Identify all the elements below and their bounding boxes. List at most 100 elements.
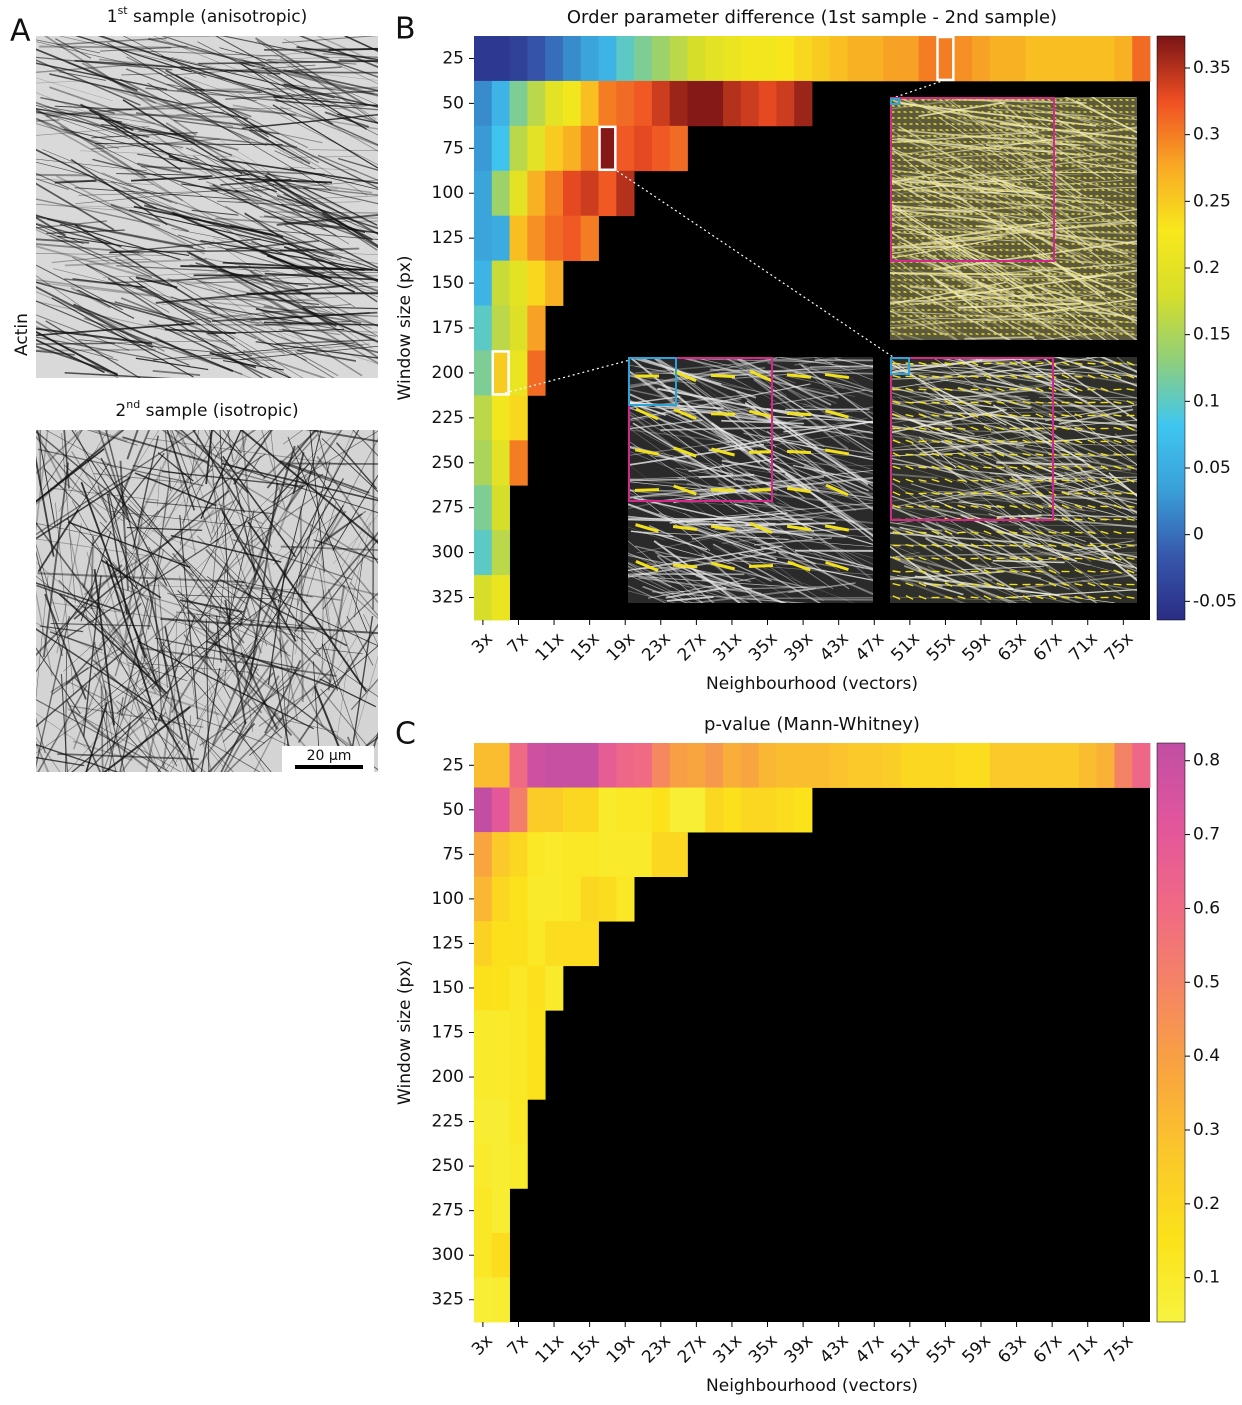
orientation-vector xyxy=(897,194,901,198)
orientation-vector xyxy=(1119,320,1123,324)
fibre xyxy=(264,321,378,326)
orientation-vector xyxy=(1065,296,1069,300)
orientation-vector xyxy=(1035,122,1039,126)
orientation-vector xyxy=(1119,128,1123,132)
fibre xyxy=(180,265,373,271)
orientation-vector xyxy=(999,207,1003,209)
colorbar-tick-label: 0.5 xyxy=(1193,972,1220,992)
y-tick-label: 225 xyxy=(432,408,464,428)
orientation-vector xyxy=(915,153,919,155)
orientation-vector xyxy=(1074,531,1083,534)
fibre xyxy=(628,487,711,551)
orientation-vector xyxy=(1009,427,1018,430)
fibre xyxy=(636,513,831,554)
fibre xyxy=(36,590,53,677)
fibre xyxy=(778,551,873,596)
orientation-vector xyxy=(999,146,1003,150)
orientation-vector xyxy=(969,105,973,107)
orientation-vector xyxy=(918,505,927,508)
fibre xyxy=(890,151,1016,166)
fibre xyxy=(58,36,173,63)
fibre xyxy=(36,148,158,210)
fibre xyxy=(311,650,378,698)
fibre xyxy=(135,357,209,371)
fibre xyxy=(274,97,378,146)
fibre xyxy=(628,553,745,591)
fibre xyxy=(275,100,378,111)
fibre xyxy=(199,592,283,655)
fibre xyxy=(179,430,200,546)
fibre xyxy=(167,278,273,308)
orientation-vector xyxy=(1087,374,1096,379)
heatmap-cell xyxy=(509,350,528,396)
fibre xyxy=(890,470,1097,502)
orientation-vector xyxy=(963,164,967,168)
orientation-vector xyxy=(1087,439,1096,444)
orientation-vector xyxy=(951,122,955,126)
fibre xyxy=(713,547,854,603)
orientation-vector xyxy=(921,98,925,102)
fibre xyxy=(49,73,248,120)
orientation-vector xyxy=(903,242,907,246)
y-tick-label: 75 xyxy=(442,138,464,158)
fibre xyxy=(324,537,378,604)
orientation-vector xyxy=(905,543,914,548)
micrograph xyxy=(36,36,378,378)
orientation-vector xyxy=(1095,176,1099,180)
orientation-vector xyxy=(1107,260,1111,264)
orientation-vector xyxy=(1125,152,1129,156)
orientation-vector xyxy=(927,320,931,324)
fibre xyxy=(255,341,378,359)
heatmap-cell xyxy=(651,787,671,833)
orientation-vector xyxy=(1107,278,1111,282)
fibre xyxy=(191,209,239,216)
fibre xyxy=(1026,468,1137,521)
orientation-vector xyxy=(933,237,937,239)
orientation-vector xyxy=(1047,278,1051,282)
heatmap-cell xyxy=(794,80,813,127)
orientation-vector xyxy=(1074,478,1083,483)
orientation-vector xyxy=(915,200,919,204)
orientation-vector xyxy=(939,147,943,149)
fibre xyxy=(36,345,118,375)
orientation-vector xyxy=(1095,164,1099,168)
orientation-vector xyxy=(945,285,949,287)
fibre xyxy=(175,74,268,136)
fibre xyxy=(804,386,856,397)
fibre xyxy=(294,71,378,74)
fibre xyxy=(890,544,1051,547)
orientation-vector xyxy=(1101,194,1105,198)
fibre xyxy=(241,113,378,130)
orientation-vector xyxy=(1061,361,1070,366)
orientation-vector xyxy=(1047,200,1051,204)
orientation-vector xyxy=(1041,333,1045,335)
y-tick-label: 325 xyxy=(432,588,464,608)
fibre xyxy=(960,514,1077,562)
orientation-vector xyxy=(1113,146,1117,150)
orientation-vector xyxy=(970,440,979,443)
scale-bar-label: 20 µm xyxy=(307,748,352,764)
orientation-vector xyxy=(1107,200,1111,204)
orientation-vector xyxy=(1083,266,1087,270)
orientation-vector xyxy=(1126,478,1135,483)
orientation-vector xyxy=(918,401,927,404)
fibre xyxy=(890,429,998,481)
orientation-vector xyxy=(1035,465,1044,470)
orientation-vector xyxy=(1048,543,1057,548)
heatmap-cell xyxy=(651,125,671,172)
heatmap-cell xyxy=(794,36,813,82)
orientation-vector xyxy=(1071,272,1075,276)
fibre xyxy=(279,247,360,253)
orientation-vector xyxy=(1113,212,1117,216)
orientation-vector xyxy=(897,231,901,233)
heatmap-cell xyxy=(580,170,599,217)
heatmap-cell xyxy=(474,787,493,833)
orientation-vector xyxy=(1101,134,1105,138)
heatmap-cell xyxy=(1078,743,1098,788)
heatmap-cell xyxy=(545,965,564,1011)
fibre xyxy=(68,532,114,745)
orientation-vector xyxy=(1071,260,1075,264)
fibre xyxy=(168,132,221,152)
orientation-vector xyxy=(981,146,985,150)
orientation-vector xyxy=(1035,272,1039,276)
